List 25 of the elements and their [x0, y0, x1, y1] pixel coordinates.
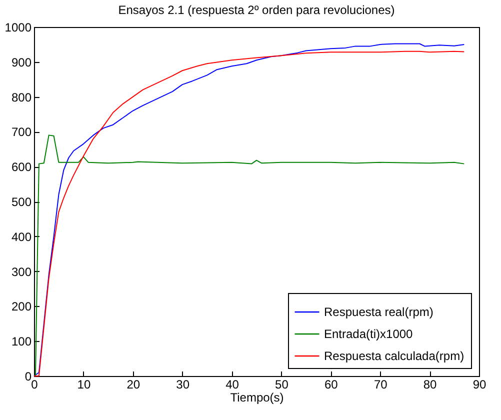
x-tick-label: 80 — [423, 378, 438, 392]
legend-label: Respuesta real(rpm) — [324, 305, 434, 319]
x-tick-label: 70 — [374, 378, 388, 392]
line-series — [34, 134, 465, 376]
y-tick-label: 600 — [11, 160, 32, 174]
y-tick-label: 700 — [11, 125, 32, 140]
x-tick-label: 90 — [472, 378, 486, 392]
y-tick-label: 200 — [11, 300, 32, 314]
x-tick-label: 20 — [126, 378, 140, 392]
x-axis-title: Tiempo(s) — [230, 390, 284, 404]
y-tick-label: 400 — [11, 230, 32, 244]
x-tick-label: 40 — [226, 378, 240, 392]
x-tick-label: 60 — [324, 378, 338, 392]
y-tick-label: 1000 — [4, 20, 32, 34]
legend-label: Entrada(ti)x1000 — [324, 327, 414, 341]
y-tick-label: 800 — [11, 90, 32, 104]
x-tick-label: 10 — [77, 378, 91, 392]
y-tick-label: 300 — [11, 264, 32, 279]
legend-label: Respuesta calculada(rpm) — [324, 349, 464, 363]
x-tick-label: 30 — [176, 378, 190, 392]
x-tick-label: 50 — [275, 378, 289, 392]
y-tick-label: 100 — [11, 334, 32, 349]
chart-title: Ensayos 2.1 (respuesta 2º orden para revoluciones) — [118, 3, 395, 17]
y-tick-label: 900 — [11, 55, 32, 70]
y-tick-label: 500 — [11, 195, 32, 209]
